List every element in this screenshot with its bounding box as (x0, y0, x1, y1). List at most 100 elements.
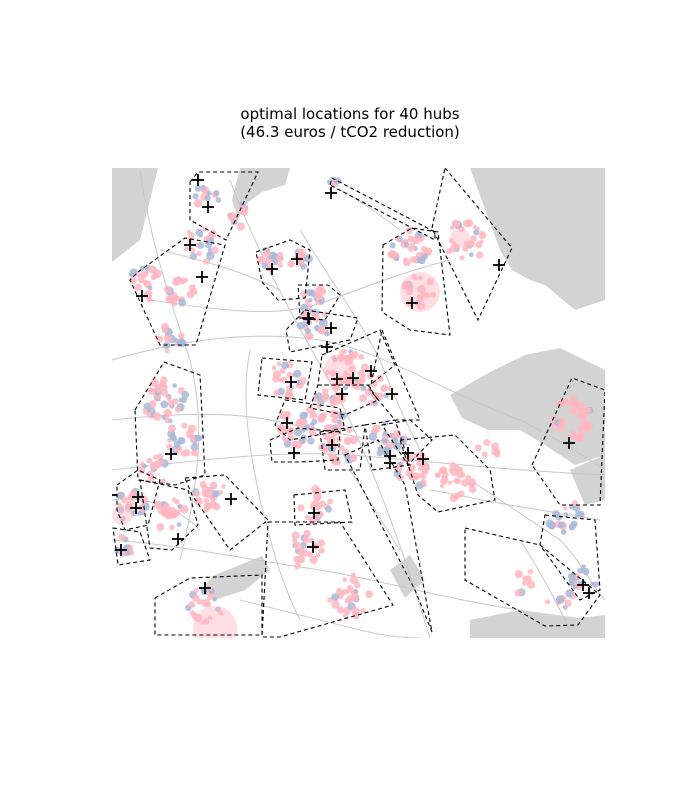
demand-point (386, 442, 391, 448)
demand-point (391, 437, 399, 445)
demand-point (221, 484, 226, 489)
cluster-outline (154, 574, 263, 636)
water-right-channel (570, 455, 605, 505)
demand-point (420, 245, 427, 252)
demand-point (317, 539, 326, 547)
demand-point (116, 506, 125, 514)
hub-marker (321, 341, 333, 353)
demand-point (572, 584, 578, 590)
demand-point (348, 365, 356, 373)
cluster-outlines-layer (112, 168, 605, 638)
demand-point (552, 510, 560, 518)
demand-point (318, 326, 327, 335)
demand-point (148, 265, 157, 274)
demand-point (481, 451, 488, 458)
cluster-outline (129, 237, 226, 346)
hub-marker (199, 582, 211, 594)
demand-point (407, 243, 416, 252)
demand-point (473, 229, 480, 236)
demand-point (416, 256, 423, 264)
demand-point (279, 411, 287, 419)
water-northwest (112, 168, 158, 262)
demand-point (308, 289, 317, 297)
demand-point (147, 387, 156, 395)
demand-point (160, 376, 168, 384)
demand-point (121, 537, 126, 542)
demand-point (169, 433, 177, 441)
demand-point (181, 390, 190, 399)
demand-point (146, 470, 154, 478)
demand-point (189, 252, 198, 260)
hub-marker (130, 502, 142, 514)
demand-point (227, 211, 236, 220)
demand-point (195, 498, 201, 505)
demand-point (323, 449, 328, 454)
demand-point (117, 502, 122, 508)
demand-point (458, 467, 464, 472)
demand-point (140, 270, 148, 279)
demand-point (126, 501, 134, 509)
demand-point (297, 248, 306, 257)
demand-point (343, 370, 348, 376)
cluster-outline (309, 384, 379, 416)
demand-point (309, 421, 315, 427)
demand-point (136, 510, 142, 516)
demand-point (206, 251, 215, 261)
demand-point (525, 575, 532, 583)
demand-point (359, 394, 367, 403)
demand-point (342, 348, 348, 354)
demand-point (321, 388, 329, 395)
demand-point (382, 447, 391, 456)
demand-point (271, 365, 277, 371)
demand-point (204, 195, 211, 202)
demand-point (557, 420, 565, 427)
demand-point (304, 327, 311, 335)
demand-point (360, 385, 367, 392)
demand-point (178, 397, 184, 403)
hub-marker (493, 259, 505, 271)
demand-point (483, 439, 491, 446)
demand-point (325, 505, 333, 513)
demand-point (213, 190, 220, 196)
demand-point (192, 193, 199, 200)
demand-point (296, 322, 304, 330)
demand-point (360, 608, 366, 614)
demand-point (277, 262, 284, 268)
hub-marker (192, 174, 204, 186)
demand-point (364, 388, 374, 397)
demand-point (514, 589, 522, 597)
demand-point (331, 417, 339, 424)
demand-point (190, 436, 196, 442)
demand-point (447, 480, 453, 486)
demand-point (177, 332, 185, 340)
demand-point (276, 255, 284, 263)
demand-point (330, 429, 339, 438)
cluster-outline (369, 328, 421, 421)
demand-point (321, 393, 330, 402)
demand-point (129, 276, 138, 285)
cluster-outline (381, 419, 433, 466)
demand-point (317, 414, 326, 423)
water-ij-east (450, 348, 605, 465)
demand-point (304, 331, 313, 341)
water-southeast (390, 555, 425, 598)
hub-marker (184, 239, 196, 251)
demand-point (454, 478, 461, 485)
hub-marker (172, 533, 184, 545)
demand-point (163, 285, 172, 294)
hub-marker (115, 544, 127, 556)
hub-marker (583, 587, 595, 599)
demand-point (304, 254, 314, 263)
demand-point (286, 372, 294, 379)
hub-marker (132, 491, 144, 503)
demand-point (345, 588, 350, 594)
demand-point (556, 399, 565, 408)
hub-marker (266, 263, 278, 275)
cluster-outline (285, 309, 359, 353)
demand-point (354, 381, 363, 391)
demand-point-large (450, 228, 470, 248)
cluster-outline (134, 361, 206, 486)
demand-point (590, 581, 595, 587)
demand-point (394, 256, 400, 262)
demand-point (365, 590, 373, 598)
